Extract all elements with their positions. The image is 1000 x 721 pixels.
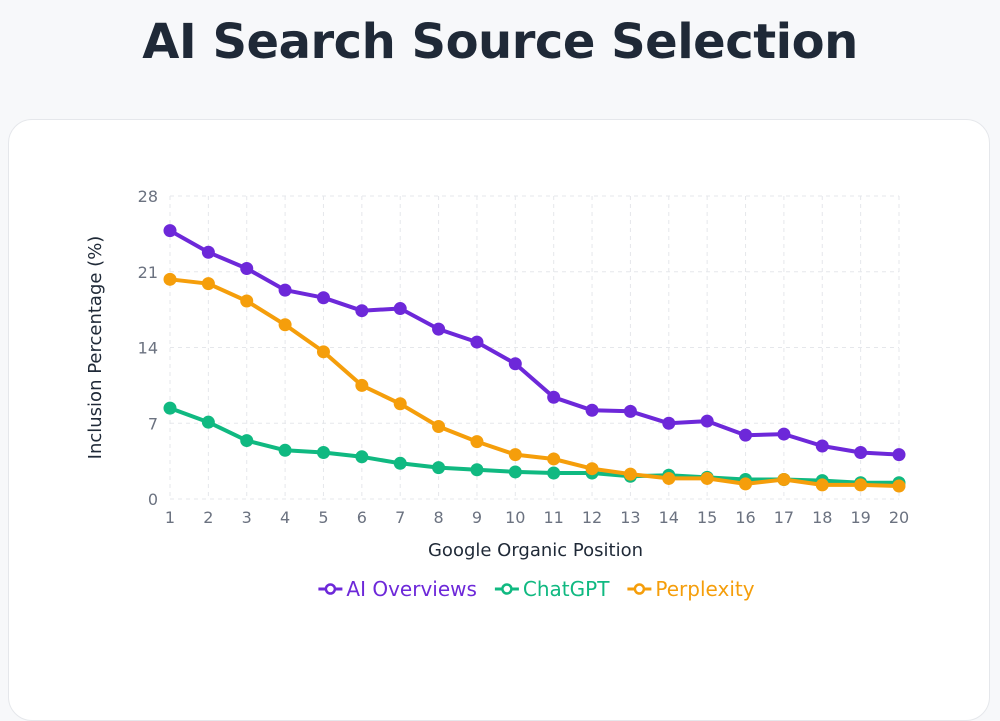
x-tick-label: 9 — [472, 508, 482, 527]
data-point-chatgpt[interactable] — [470, 463, 484, 477]
data-point-ai-overviews[interactable] — [201, 245, 215, 259]
y-tick-label: 28 — [138, 187, 158, 206]
data-point-ai-overviews[interactable] — [547, 390, 561, 404]
data-point-ai-overviews[interactable] — [163, 224, 177, 238]
data-point-perplexity[interactable] — [316, 345, 330, 359]
data-point-ai-overviews[interactable] — [432, 322, 446, 336]
x-tick-label: 2 — [203, 508, 213, 527]
data-point-perplexity[interactable] — [700, 471, 714, 485]
data-point-chatgpt[interactable] — [508, 465, 522, 479]
data-point-perplexity[interactable] — [585, 462, 599, 476]
x-tick-label: 4 — [280, 508, 290, 527]
data-point-chatgpt[interactable] — [355, 450, 369, 464]
data-point-perplexity[interactable] — [163, 272, 177, 286]
legend-item-chatgpt[interactable]: ChatGPT — [494, 577, 610, 601]
data-point-chatgpt[interactable] — [316, 445, 330, 459]
data-point-perplexity[interactable] — [393, 397, 407, 411]
series-perplexity — [163, 272, 906, 493]
page-title: AI Search Source Selection — [142, 14, 858, 70]
data-point-perplexity[interactable] — [432, 419, 446, 433]
data-point-ai-overviews[interactable] — [777, 427, 791, 441]
legend-marker-dot — [324, 583, 337, 595]
data-point-ai-overviews[interactable] — [585, 403, 599, 417]
data-point-perplexity[interactable] — [854, 478, 868, 492]
data-point-ai-overviews[interactable] — [815, 439, 829, 453]
legend-item-perplexity[interactable]: Perplexity — [627, 577, 755, 601]
x-tick-label: 5 — [318, 508, 328, 527]
data-point-perplexity[interactable] — [278, 318, 292, 332]
data-point-ai-overviews[interactable] — [240, 262, 254, 276]
y-tick-label: 0 — [148, 490, 158, 509]
legend-label: ChatGPT — [523, 577, 610, 601]
series-chatgpt — [163, 401, 906, 490]
data-point-ai-overviews[interactable] — [316, 291, 330, 305]
x-tick-label: 19 — [850, 508, 870, 527]
data-point-perplexity[interactable] — [777, 473, 791, 487]
y-tick-label: 14 — [138, 339, 158, 358]
data-point-perplexity[interactable] — [355, 378, 369, 392]
x-tick-label: 14 — [659, 508, 679, 527]
y-axis-title: Inclusion Percentage (%) — [85, 236, 106, 460]
legend-marker-dot — [501, 583, 513, 595]
data-point-ai-overviews[interactable] — [739, 428, 753, 442]
series-line-chatgpt — [168, 406, 901, 485]
x-tick-label: 6 — [357, 508, 367, 527]
data-point-perplexity[interactable] — [623, 467, 637, 481]
x-tick-label: 16 — [735, 508, 755, 527]
x-tick-label: 20 — [889, 508, 909, 527]
legend: AI Overviews ChatGPT Perplexity — [318, 577, 755, 601]
data-point-chatgpt[interactable] — [278, 443, 292, 457]
data-point-ai-overviews[interactable] — [662, 416, 676, 430]
data-point-ai-overviews[interactable] — [355, 304, 369, 318]
legend-label: Perplexity — [655, 577, 754, 601]
x-tick-label: 11 — [544, 508, 564, 527]
data-point-ai-overviews[interactable] — [623, 404, 637, 418]
data-point-perplexity[interactable] — [470, 435, 484, 449]
series-line-ai-overviews — [168, 228, 901, 457]
series — [163, 224, 906, 493]
x-tick-label: 8 — [433, 508, 443, 527]
data-point-ai-overviews[interactable] — [700, 414, 714, 428]
legend-marker-dot — [633, 583, 646, 595]
y-tick-label: 7 — [148, 414, 158, 433]
x-tick-label: 15 — [697, 508, 717, 527]
series-ai-overviews — [163, 224, 906, 462]
legend-label: AI Overviews — [346, 577, 477, 601]
data-point-chatgpt[interactable] — [163, 401, 177, 415]
data-point-perplexity[interactable] — [815, 478, 829, 492]
data-point-ai-overviews[interactable] — [508, 357, 522, 371]
x-tick-label: 3 — [242, 508, 252, 527]
data-point-ai-overviews[interactable] — [854, 445, 868, 459]
chart-card: 0 7 14 21 28 1 2 3 4 5 6 7 8 9 10 11 12 13 14 15 16 17 18 19 20 … — [8, 119, 990, 721]
y-tick-label: 21 — [138, 263, 158, 282]
x-tick-label: 17 — [774, 508, 794, 527]
data-point-chatgpt[interactable] — [432, 461, 446, 475]
grid — [169, 195, 900, 500]
data-point-perplexity[interactable] — [508, 448, 522, 462]
data-point-perplexity[interactable] — [892, 479, 906, 493]
x-tick-label: 10 — [505, 508, 525, 527]
x-tick-label: 7 — [395, 508, 405, 527]
x-tick-label: 1 — [165, 508, 175, 527]
legend-item-ai-overviews[interactable]: AI Overviews — [318, 577, 477, 601]
data-point-ai-overviews[interactable] — [892, 448, 906, 462]
data-point-ai-overviews[interactable] — [470, 335, 484, 349]
data-point-perplexity[interactable] — [739, 477, 753, 491]
x-tick-label: 12 — [582, 508, 602, 527]
data-point-perplexity[interactable] — [201, 277, 215, 291]
data-point-chatgpt[interactable] — [240, 434, 254, 448]
data-point-chatgpt[interactable] — [201, 415, 215, 429]
data-point-perplexity[interactable] — [662, 471, 676, 485]
data-point-perplexity[interactable] — [240, 294, 254, 308]
data-point-ai-overviews[interactable] — [278, 283, 292, 297]
x-tick-label: 18 — [812, 508, 832, 527]
data-point-ai-overviews[interactable] — [393, 302, 407, 316]
x-tick-label: 13 — [620, 508, 640, 527]
data-point-perplexity[interactable] — [547, 452, 561, 466]
data-point-chatgpt[interactable] — [393, 456, 407, 470]
data-point-chatgpt[interactable] — [547, 466, 561, 480]
x-axis-title: Google Organic Position — [428, 540, 643, 561]
